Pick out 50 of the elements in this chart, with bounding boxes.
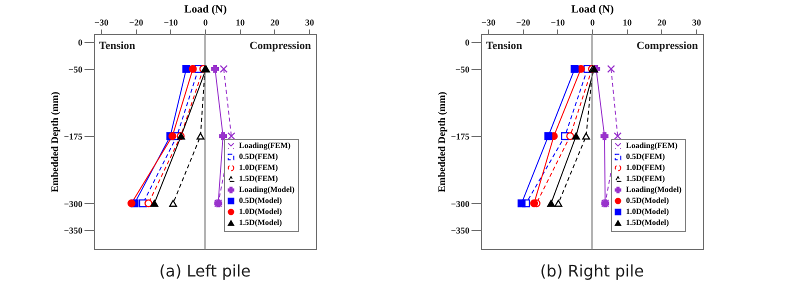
x-tick-label: 20: [270, 18, 280, 28]
x-tick-label: −10: [550, 18, 566, 28]
y-tick-label: −350: [450, 226, 470, 236]
y-tick-label: 0: [78, 38, 83, 48]
x-tick-label: 30: [305, 18, 315, 28]
legend-label: 1.0D(Model): [239, 207, 282, 216]
y-tick-label: −175: [450, 132, 470, 142]
x-axis-title: Load (N): [184, 4, 228, 16]
y-tick-label: −175: [64, 132, 83, 142]
legend-label: 0.5D(Model): [626, 196, 670, 205]
y-tick-label: −300: [64, 198, 83, 209]
x-tick-label: 0: [590, 18, 596, 28]
legend-label: 1.5D(FEM): [626, 174, 666, 183]
x-tick-label: −30: [481, 18, 496, 28]
x-tick-label: −20: [129, 18, 144, 28]
x-axis-title: Load (N): [571, 4, 614, 16]
annotation: Compression: [636, 40, 698, 52]
y-tick-label: −50: [455, 64, 470, 74]
x-tick-label: 0: [203, 18, 208, 28]
legend-label: 1.0D(FEM): [239, 163, 278, 172]
annotation: Compression: [249, 40, 311, 52]
legend-label: 1.5D(Model): [626, 218, 670, 227]
legend-label: Loading(Model): [239, 185, 295, 194]
legend-label: 0.5D(FEM): [626, 152, 666, 161]
legend-label: 1.0D(Model): [626, 207, 670, 216]
legend-label: Loading(FEM): [239, 141, 291, 150]
y-axis-title: Embedded Depth (mm): [50, 92, 61, 192]
annotation: Tension: [486, 40, 522, 52]
text: (a) Left pile: [159, 262, 251, 281]
legend-label: 1.5D(Model): [239, 218, 282, 227]
x-tick-label: −30: [94, 18, 109, 28]
legend-label: 1.0D(FEM): [626, 163, 666, 172]
x-tick-label: −20: [516, 18, 531, 28]
y-axis-title: Embedded Depth (mm): [436, 92, 448, 192]
x-tick-label: 10: [236, 18, 246, 28]
legend-label: Loading(Model): [626, 185, 682, 194]
legend-label: 1.5D(FEM): [239, 174, 278, 183]
x-tick-label: 30: [692, 18, 702, 28]
annotation: Tension: [99, 40, 136, 52]
x-tick-label: 20: [657, 18, 667, 28]
y-tick-label: −50: [68, 64, 83, 74]
legend-label: 0.5D(Model): [239, 196, 282, 205]
y-tick-label: −350: [64, 226, 83, 236]
y-tick-label: −300: [450, 198, 470, 209]
x-tick-label: −10: [164, 18, 178, 28]
legend-label: Loading(FEM): [626, 141, 678, 150]
y-tick-label: 0: [465, 38, 470, 48]
text: (b) Right pile: [540, 262, 644, 281]
legend-label: 0.5D(FEM): [239, 152, 278, 161]
x-tick-label: 10: [622, 18, 632, 28]
